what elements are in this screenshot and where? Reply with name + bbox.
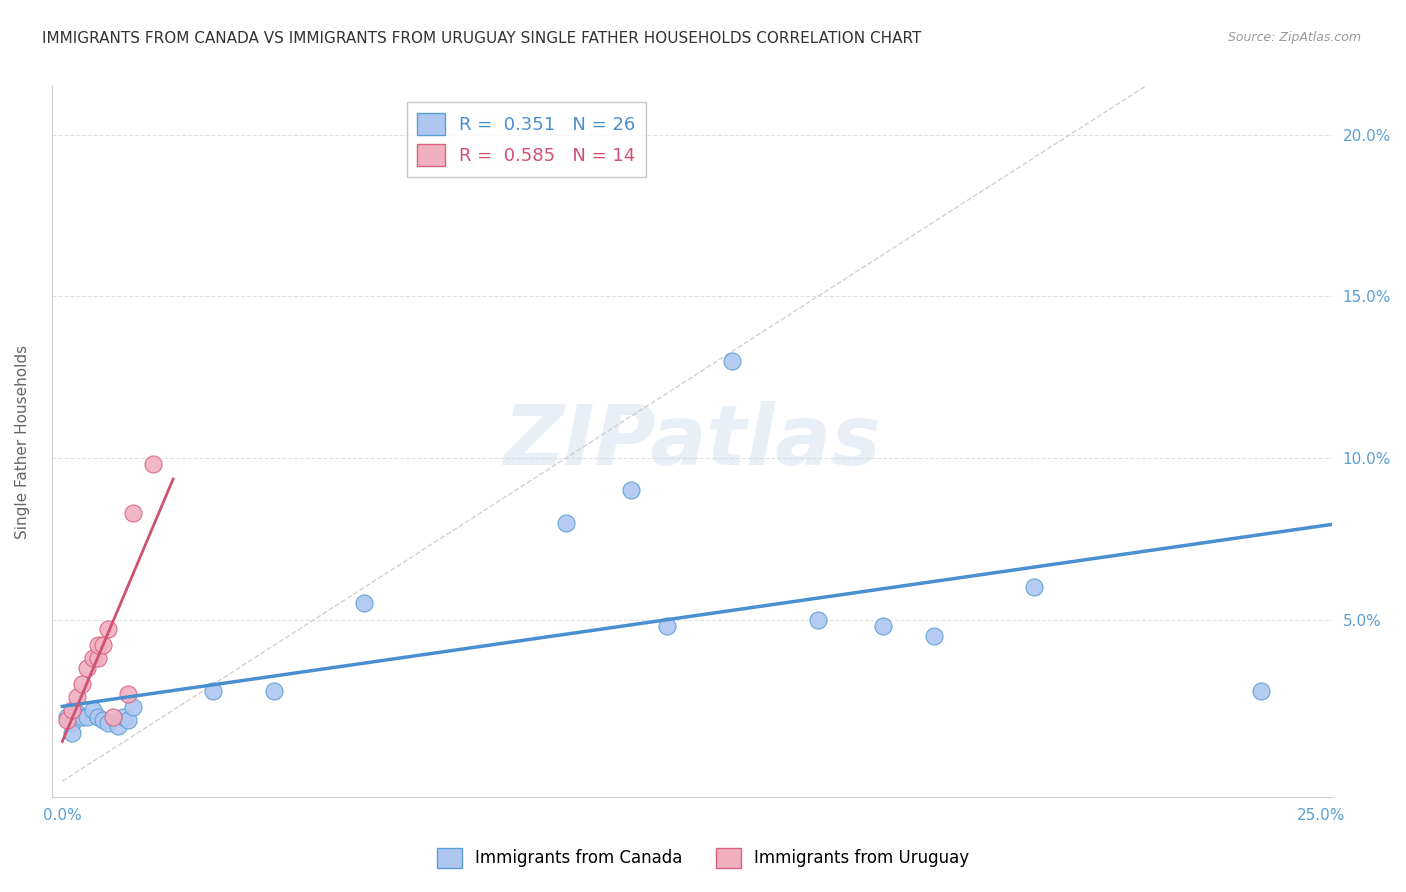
Point [555,516,578,530]
Point [121,506,143,520]
Text: ZIPatlas: ZIPatlas [503,401,880,483]
Point [76,661,98,675]
Text: IMMIGRANTS FROM CANADA VS IMMIGRANTS FROM URUGUAY SINGLE FATHER HOUSEHOLDS CORRE: IMMIGRANTS FROM CANADA VS IMMIGRANTS FRO… [42,31,921,46]
Point [60,716,83,731]
Point [655,619,678,633]
Point [107,719,129,733]
Point [60,703,83,717]
Point [1024,580,1046,594]
Point [56,713,79,727]
Point [66,706,89,721]
Point [97,623,120,637]
Point [86,709,108,723]
Point [872,619,894,633]
Point [82,703,104,717]
Point [807,613,830,627]
Point [72,709,94,723]
Point [76,709,98,723]
Point [117,687,139,701]
Legend: Immigrants from Canada, Immigrants from Uruguay: Immigrants from Canada, Immigrants from … [430,841,976,875]
Point [60,725,83,739]
Point [1250,683,1272,698]
Legend: R =  0.351   N = 26, R =  0.585   N = 14: R = 0.351 N = 26, R = 0.585 N = 14 [406,103,647,178]
Point [82,651,104,665]
Point [111,709,134,723]
Point [86,651,108,665]
Point [56,709,79,723]
Point [142,458,165,472]
Point [121,699,143,714]
Point [620,483,643,498]
Point [263,683,285,698]
Y-axis label: Single Father Households: Single Father Households [15,345,30,539]
Point [202,683,225,698]
Point [72,677,94,691]
Point [117,713,139,727]
Point [721,354,744,368]
Text: Source: ZipAtlas.com: Source: ZipAtlas.com [1227,31,1361,45]
Point [101,709,124,723]
Point [922,629,945,643]
Point [97,716,120,731]
Point [91,713,114,727]
Point [91,639,114,653]
Point [86,639,108,653]
Point [66,690,89,705]
Point [353,597,375,611]
